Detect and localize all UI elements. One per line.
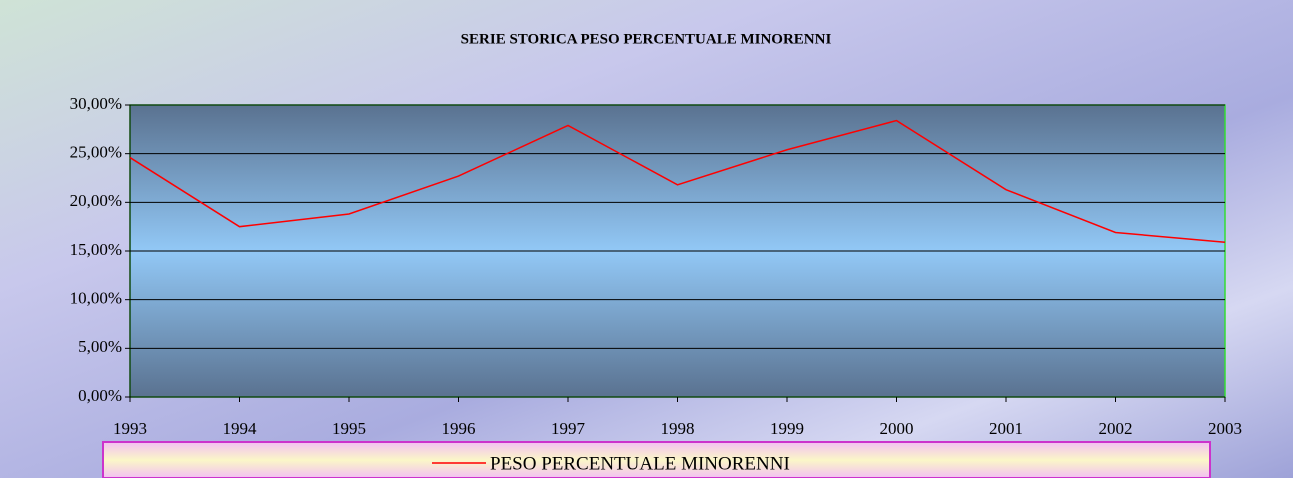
x-tick-label: 2000 — [880, 419, 914, 438]
y-tick-label: 0,00% — [78, 386, 122, 405]
x-tick-label: 2003 — [1208, 419, 1242, 438]
chart-title: SERIE STORICA PESO PERCENTUALE MINORENNI — [461, 31, 832, 47]
legend-label: PESO PERCENTUALE MINORENNI — [490, 453, 790, 474]
x-tick-label: 1993 — [113, 419, 147, 438]
x-tick-label: 1996 — [442, 419, 476, 438]
y-tick-label: 20,00% — [70, 191, 122, 210]
x-tick-label: 1995 — [332, 419, 366, 438]
x-tick-label: 1997 — [551, 419, 586, 438]
legend — [102, 441, 1211, 479]
y-tick-label: 30,00% — [70, 94, 122, 113]
x-tick-label: 2001 — [989, 419, 1023, 438]
y-tick-label: 15,00% — [70, 240, 122, 259]
series-line — [129, 119, 1226, 243]
y-tick-label: 25,00% — [70, 143, 122, 162]
x-tick-label: 2002 — [1099, 419, 1133, 438]
x-tick-label: 1998 — [661, 419, 695, 438]
x-tick-label: 1994 — [223, 419, 258, 438]
x-tick-label: 1999 — [770, 419, 804, 438]
y-tick-label: 5,00% — [78, 337, 122, 356]
y-tick-label: 10,00% — [70, 289, 122, 308]
